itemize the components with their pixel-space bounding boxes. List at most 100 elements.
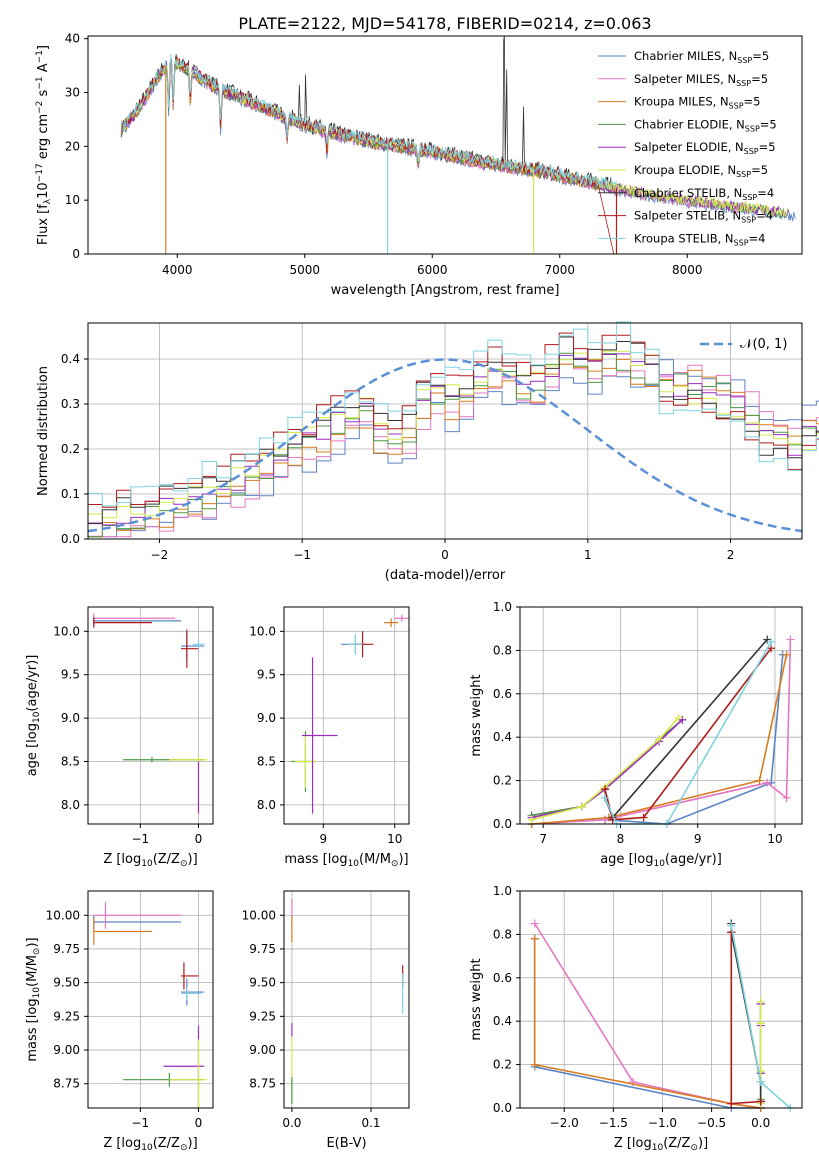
legend-label-tail: =5 xyxy=(752,49,769,63)
xtick-label: −0.5 xyxy=(697,1116,726,1130)
legend-label: Salpeter MILES, NSSP=5 xyxy=(634,72,768,88)
spectrum-ylabel-part: erg cm xyxy=(36,114,51,163)
panel-xlabel-part: (age/yr)] xyxy=(665,852,722,867)
xtick-label: −2.0 xyxy=(550,1116,579,1130)
legend-label-sub: SSP xyxy=(745,124,760,133)
ytick-label: 10.0 xyxy=(53,624,80,638)
panel-xlabel-part: E(B-V) xyxy=(326,1136,366,1151)
mass-weight-point xyxy=(655,735,664,744)
mass-weight-series-line xyxy=(534,923,761,1109)
histogram-ytick-label: 0.1 xyxy=(61,487,80,501)
legend-label-tail: =5 xyxy=(744,95,761,109)
histogram-xtick-label: 1 xyxy=(584,548,592,562)
legend-label-tail: =4 xyxy=(756,209,773,223)
panel-xlabel: Z [log10(Z/Z⊙)] xyxy=(103,1136,197,1153)
spectrum-ylabel-part: −17 xyxy=(35,163,45,182)
ytick-label: 9.5 xyxy=(61,668,80,682)
spectrum-ylabel: Flux [fλ​10−17​ erg cm−2​ s−1​ A−1​] xyxy=(35,45,53,245)
legend-label-sub: SSP xyxy=(741,216,756,225)
xtick-label: 8 xyxy=(617,832,625,846)
spectrum-ylabel-part: Flux [f xyxy=(36,204,51,245)
panel-ylabel-part: )] xyxy=(25,937,40,947)
panel-xlabel-part: 10 xyxy=(653,859,665,869)
panel-xlabel-part: )] xyxy=(188,852,198,867)
ytick-label: 10.00 xyxy=(242,908,276,922)
legend-label-base: Kroupa MILES, N xyxy=(634,95,729,109)
xtick-label: −1 xyxy=(131,1116,149,1130)
ytick-label: 8.0 xyxy=(257,798,276,812)
legend-label: Salpeter STELIB, NSSP=4 xyxy=(634,209,773,225)
ytick-label: 9.5 xyxy=(257,668,276,682)
panel-xlabel: E(B-V) xyxy=(326,1136,366,1151)
mass-weight-series-line xyxy=(604,647,772,821)
mass-weight-point xyxy=(530,934,539,943)
legend-label-sub: SSP xyxy=(737,56,752,65)
panel-ylabel-part: (M/M xyxy=(25,955,40,987)
ytick-label: 0.0 xyxy=(493,817,512,831)
histogram-series-step xyxy=(88,352,819,538)
ytick-label: 10.00 xyxy=(46,908,80,922)
ytick-label: 8.0 xyxy=(61,798,80,812)
legend-label-sub: SSP xyxy=(744,147,759,156)
xtick-label: 0.0 xyxy=(282,1116,301,1130)
legend-label-base: Salpeter ELODIE, N xyxy=(634,140,744,154)
figure-title: PLATE=2122, MJD=54178, FIBERID=0214, z=0… xyxy=(238,14,651,33)
mass-weight-point xyxy=(600,793,609,802)
spectrum-xtick-label: 7000 xyxy=(544,263,575,277)
panel-xlabel-part: 10 xyxy=(141,859,153,869)
spectrum-ylabel-part: ] xyxy=(36,45,51,50)
ytick-label: 9.0 xyxy=(61,711,80,725)
histogram-xtick-label: 2 xyxy=(727,548,735,562)
panel-ylabel-part: age [log xyxy=(25,723,40,776)
panel-xlabel-part: ⊙ xyxy=(690,1143,698,1153)
legend-label-base: Salpeter MILES, N xyxy=(634,72,736,86)
panel-xlabel: Z [log10(Z/Z⊙)] xyxy=(103,852,197,869)
panel-frame xyxy=(519,890,803,1109)
ytick-label: 9.75 xyxy=(249,942,276,956)
panel-xlabel-part: Z [log xyxy=(103,1136,141,1151)
mass-weight-point xyxy=(756,1077,765,1086)
panel-ylabel-part: ⊙ xyxy=(32,948,42,956)
panel-ylabel: age [log10(age/yr)] xyxy=(25,655,42,777)
histogram-series-step xyxy=(88,353,819,526)
panel-xlabel-part: ⊙ xyxy=(180,1143,188,1153)
panel-xlabel-part: ⊙ xyxy=(391,859,399,869)
panel-ylabel-part: (age/yr)] xyxy=(25,655,40,712)
panel-ylabel-part: 10 xyxy=(32,987,42,999)
panel-xlabel-part: Z [log xyxy=(103,852,141,867)
xtick-label: 10 xyxy=(387,832,402,846)
histogram-xlabel: (data-model)/error xyxy=(385,568,506,583)
ytick-label: 9.0 xyxy=(257,711,276,725)
panel-ylabel-part: mass [log xyxy=(25,998,40,1061)
mass-weight-point xyxy=(782,793,791,802)
ytick-label: 9.50 xyxy=(53,976,80,990)
legend-label-tail: =4 xyxy=(749,231,766,245)
spectrum-xlabel: wavelength [Angstrom, rest frame] xyxy=(331,283,560,298)
panel-ylabel-part: mass weight xyxy=(469,958,484,1040)
panel-xlabel-part: )] xyxy=(698,1136,708,1151)
mass-weight-point xyxy=(530,1060,539,1069)
spectrum-panel: 4000 5000 6000 7000 8000 0 10 20 30 40 wavelength… xyxy=(35,32,803,298)
panel-ylabel: mass weight xyxy=(469,674,484,756)
legend-label: Kroupa STELIB, NSSP=4 xyxy=(634,231,765,247)
mass-weight-series-line xyxy=(531,654,788,825)
mass-weight-point xyxy=(763,778,772,787)
xtick-label: 9 xyxy=(319,832,327,846)
legend-label-tail: =5 xyxy=(759,140,776,154)
ytick-label: 9.75 xyxy=(53,942,80,956)
spectrum-xtick-label: 6000 xyxy=(417,263,448,277)
histogram-ytick-label: 0.3 xyxy=(61,397,80,411)
spectrum-plot-area xyxy=(88,36,802,254)
spectrum-ylabel-part: λ xyxy=(43,198,53,204)
spectrum-ytick-label: 30 xyxy=(65,86,80,100)
xtick-label: 7 xyxy=(539,832,547,846)
ytick-label: 9.25 xyxy=(249,1009,276,1023)
legend-label-tail: =5 xyxy=(760,117,777,131)
panel-frame xyxy=(519,606,803,825)
spectrum-ytick-label: 20 xyxy=(65,139,80,153)
xtick-label: 9 xyxy=(694,832,702,846)
histogram-xtick-label: −1 xyxy=(293,548,311,562)
